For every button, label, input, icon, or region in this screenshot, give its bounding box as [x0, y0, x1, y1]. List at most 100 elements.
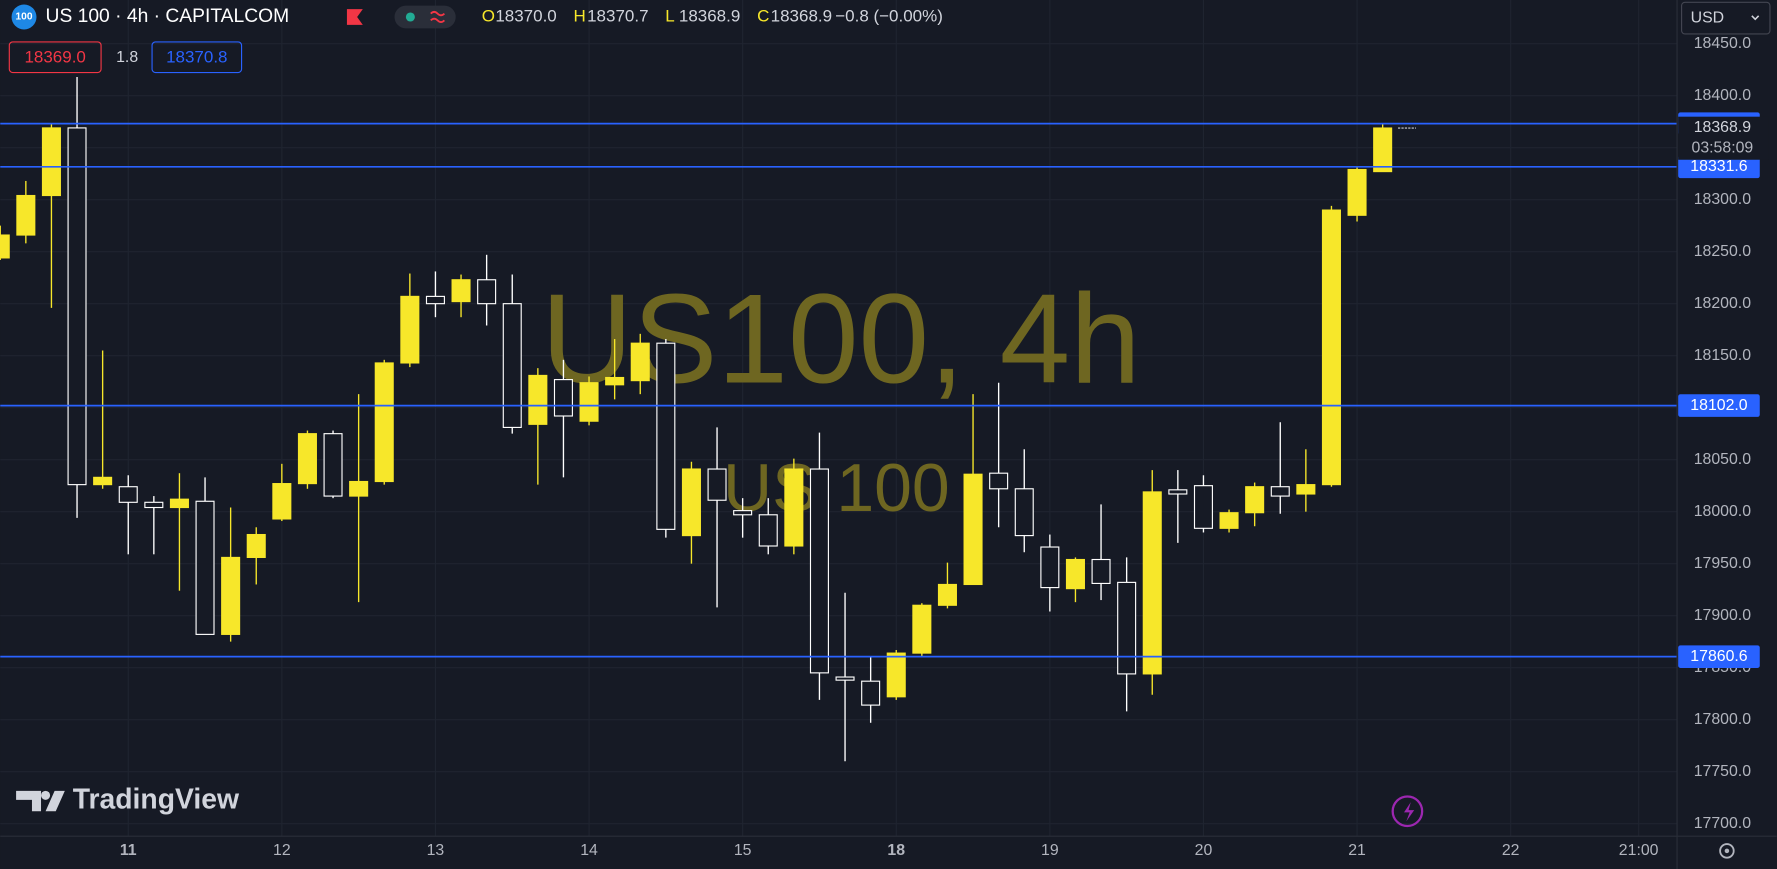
watermark-subtitle: US 100: [723, 450, 950, 526]
symbol-badge: [11, 4, 37, 30]
ohlc-key: H: [574, 6, 586, 25]
brand-logo-dot: [41, 790, 51, 800]
candle-body: [1347, 168, 1367, 216]
x-tick-label: 21: [1348, 842, 1366, 859]
y-tick-label: 17750.0: [1694, 763, 1752, 780]
status-pill[interactable]: [394, 5, 456, 29]
candle-body: [630, 342, 650, 382]
currency-chevron: [1751, 15, 1760, 21]
candle-body: [477, 279, 497, 305]
candle-body: [41, 127, 61, 197]
x-tick-label: 21:00: [1619, 842, 1659, 859]
candle-body: [605, 376, 625, 386]
candle-body: [323, 433, 343, 497]
candle-body: [1091, 558, 1111, 584]
candle-body: [1065, 558, 1085, 590]
candle-body: [579, 382, 599, 422]
alert-bolt: [1404, 802, 1415, 822]
candle-body: [733, 510, 753, 516]
candle-body: [1142, 491, 1162, 675]
settings-icon[interactable]: [1719, 843, 1735, 859]
candle-body: [349, 480, 369, 497]
x-tick-label: 14: [580, 842, 598, 859]
alert-icon[interactable]: [1391, 795, 1424, 828]
y-tick-label: 18300.0: [1694, 191, 1752, 208]
candle-body: [1040, 546, 1060, 589]
y-tick-label: 18050.0: [1694, 451, 1752, 468]
ohlc-value: 18368.9: [679, 6, 740, 25]
candle-body: [246, 533, 266, 558]
y-tick-label: 17900.0: [1694, 607, 1752, 624]
candle-body: [528, 374, 548, 425]
candle-body: [221, 556, 241, 635]
currency-select[interactable]: [1681, 1, 1771, 35]
level-label-box: [1678, 645, 1760, 668]
last-price-box: [1678, 116, 1769, 160]
candle-body: [1373, 127, 1393, 173]
axes: 17700.017750.017800.017850.017900.017950…: [120, 35, 1769, 859]
status-wave: [430, 10, 446, 23]
x-tick-label: 13: [427, 842, 445, 859]
ohlc-key: L: [665, 6, 674, 25]
candle-body: [912, 604, 932, 654]
candle-body: [374, 362, 394, 483]
flag-icon[interactable]: [346, 9, 363, 25]
candle-body: [1321, 209, 1341, 486]
ask-button[interactable]: [151, 41, 243, 74]
bid-button[interactable]: [8, 41, 102, 74]
countdown-label: 03:58:09: [1692, 140, 1754, 157]
y-tick-label: 18000.0: [1694, 503, 1752, 520]
level-label: 18102.0: [1690, 397, 1748, 414]
settings-icon-center: [1724, 848, 1730, 854]
candle-body: [144, 501, 164, 509]
candle-body: [400, 295, 420, 364]
candle-body: [553, 379, 573, 417]
x-tick-label: 11: [120, 842, 137, 859]
ohlc-key: O: [482, 6, 495, 25]
x-tick-label: 20: [1195, 842, 1213, 859]
candle-body: [1245, 486, 1265, 514]
candle-body: [758, 514, 778, 547]
candle-body: [937, 583, 957, 606]
candle-body: [93, 476, 113, 486]
symbol-badge-text: 100: [16, 12, 33, 23]
candle-body: [297, 433, 317, 485]
ohlc-value: 18370.0: [495, 6, 556, 25]
level-label: 18331.6: [1690, 158, 1748, 175]
x-tick-label: 18: [887, 842, 905, 859]
candle-body: [272, 483, 292, 520]
level-label: 17860.6: [1690, 648, 1748, 665]
candle-body: [1219, 512, 1239, 529]
candle-body: [989, 472, 1009, 490]
candle-body: [1168, 489, 1188, 495]
candle-body: [16, 194, 36, 236]
ohlc-value: 18368.9: [771, 6, 832, 25]
candle-body: [1117, 581, 1137, 675]
candle-body: [169, 498, 189, 509]
candle-body: [963, 473, 983, 586]
y-tick-label: 17950.0: [1694, 555, 1752, 572]
ohlc-value: 18370.7: [587, 6, 648, 25]
ohlc-key: C: [757, 6, 769, 25]
y-tick-label: 18250.0: [1694, 243, 1752, 260]
symbol-title[interactable]: US 100 · 4h · CAPITALCOM: [46, 6, 290, 27]
candle-body: [1296, 484, 1316, 495]
candle-body: [67, 127, 87, 486]
x-tick-label: 15: [734, 842, 752, 859]
y-tick-label: 17800.0: [1694, 711, 1752, 728]
candle-body: [681, 468, 701, 537]
candle-body: [0, 234, 10, 259]
currency-label: USD: [1691, 9, 1724, 26]
y-tick-label: 18200.0: [1694, 295, 1752, 312]
x-tick-label: 12: [273, 842, 291, 859]
candle-body: [707, 468, 727, 501]
candle-body: [886, 652, 906, 698]
candle-body: [118, 486, 138, 503]
candle-body: [451, 279, 471, 303]
status-dot: [405, 12, 415, 22]
candle-body: [195, 500, 215, 635]
last-price-label: 18368.9: [1694, 119, 1752, 136]
